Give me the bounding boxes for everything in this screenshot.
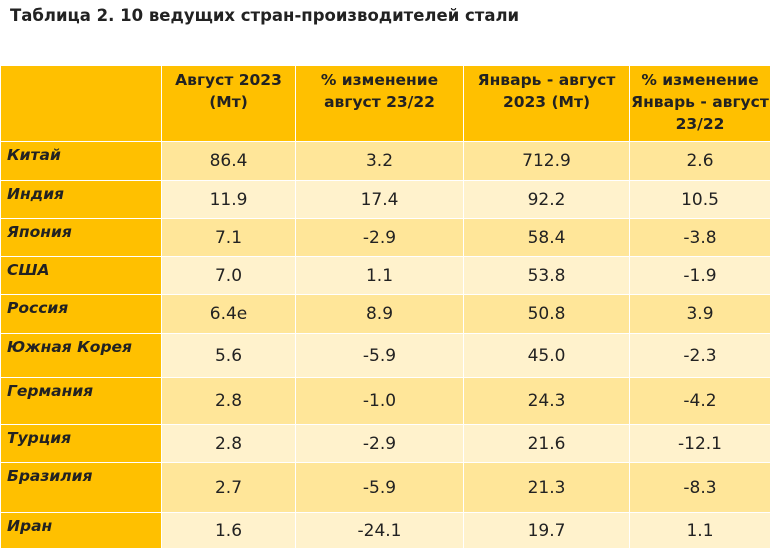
aug-2023-cell: 7.0 xyxy=(161,256,296,295)
steel-producers-table: Август 2023 (Мт) % изменение август 23/2… xyxy=(0,65,770,549)
table-row: Россия 6.4e 8.9 50.8 3.9 xyxy=(0,294,770,334)
header-aug-2023: Август 2023 (Мт) xyxy=(161,65,296,142)
table-row: Бразилия 2.7 -5.9 21.3 -8.3 xyxy=(0,462,770,513)
country-cell: Германия xyxy=(0,377,162,425)
table-row: Япония 7.1 -2.9 58.4 -3.8 xyxy=(0,218,770,257)
country-cell: Турция xyxy=(0,424,162,463)
aug-change-cell: -5.9 xyxy=(295,333,464,378)
aug-2023-cell: 2.7 xyxy=(161,462,296,513)
table-row: Турция 2.8 -2.9 21.6 -12.1 xyxy=(0,424,770,463)
aug-2023-cell: 7.1 xyxy=(161,218,296,257)
jan-aug-2023-cell: 712.9 xyxy=(463,141,630,181)
jan-aug-2023-cell: 45.0 xyxy=(463,333,630,378)
header-country xyxy=(0,65,162,142)
header-aug-change: % изменение август 23/22 xyxy=(295,65,464,142)
header-jan-aug-2023: Январь - август 2023 (Мт) xyxy=(463,65,630,142)
jan-aug-2023-cell: 50.8 xyxy=(463,294,630,334)
aug-change-cell: 8.9 xyxy=(295,294,464,334)
table-title: Таблица 2. 10 ведущих стран-производител… xyxy=(10,6,520,25)
jan-aug-change-cell: -8.3 xyxy=(629,462,770,513)
aug-2023-cell: 2.8 xyxy=(161,377,296,425)
country-cell: Китай xyxy=(0,141,162,181)
aug-change-cell: -2.9 xyxy=(295,424,464,463)
jan-aug-change-cell: 2.6 xyxy=(629,141,770,181)
jan-aug-change-cell: -1.9 xyxy=(629,256,770,295)
header-row: Август 2023 (Мт) % изменение август 23/2… xyxy=(0,65,770,142)
jan-aug-change-cell: 10.5 xyxy=(629,180,770,219)
jan-aug-2023-cell: 21.6 xyxy=(463,424,630,463)
aug-change-cell: 17.4 xyxy=(295,180,464,219)
jan-aug-change-cell: -2.3 xyxy=(629,333,770,378)
aug-2023-cell: 6.4e xyxy=(161,294,296,334)
table-row: Южная Корея 5.6 -5.9 45.0 -2.3 xyxy=(0,333,770,378)
table-row: Иран 1.6 -24.1 19.7 1.1 xyxy=(0,512,770,549)
aug-change-cell: -5.9 xyxy=(295,462,464,513)
jan-aug-change-cell: 1.1 xyxy=(629,512,770,549)
jan-aug-2023-cell: 21.3 xyxy=(463,462,630,513)
jan-aug-change-cell: -4.2 xyxy=(629,377,770,425)
aug-change-cell: -2.9 xyxy=(295,218,464,257)
jan-aug-2023-cell: 58.4 xyxy=(463,218,630,257)
table-row: Индия 11.9 17.4 92.2 10.5 xyxy=(0,180,770,219)
country-cell: США xyxy=(0,256,162,295)
jan-aug-change-cell: -12.1 xyxy=(629,424,770,463)
country-cell: Россия xyxy=(0,294,162,334)
aug-2023-cell: 1.6 xyxy=(161,512,296,549)
aug-change-cell: 3.2 xyxy=(295,141,464,181)
jan-aug-change-cell: 3.9 xyxy=(629,294,770,334)
aug-2023-cell: 5.6 xyxy=(161,333,296,378)
jan-aug-change-cell: -3.8 xyxy=(629,218,770,257)
country-cell: Иран xyxy=(0,512,162,549)
table-row: Германия 2.8 -1.0 24.3 -4.2 xyxy=(0,377,770,425)
country-cell: Индия xyxy=(0,180,162,219)
aug-2023-cell: 11.9 xyxy=(161,180,296,219)
country-cell: Бразилия xyxy=(0,462,162,513)
table-row: Китай 86.4 3.2 712.9 2.6 xyxy=(0,141,770,181)
aug-change-cell: -24.1 xyxy=(295,512,464,549)
jan-aug-2023-cell: 92.2 xyxy=(463,180,630,219)
jan-aug-2023-cell: 24.3 xyxy=(463,377,630,425)
country-cell: Южная Корея xyxy=(0,333,162,378)
aug-change-cell: -1.0 xyxy=(295,377,464,425)
table-row: США 7.0 1.1 53.8 -1.9 xyxy=(0,256,770,295)
country-cell: Япония xyxy=(0,218,162,257)
header-jan-aug-change: % изменение Январь - август 23/22 xyxy=(629,65,770,142)
jan-aug-2023-cell: 19.7 xyxy=(463,512,630,549)
aug-2023-cell: 86.4 xyxy=(161,141,296,181)
aug-change-cell: 1.1 xyxy=(295,256,464,295)
aug-2023-cell: 2.8 xyxy=(161,424,296,463)
jan-aug-2023-cell: 53.8 xyxy=(463,256,630,295)
